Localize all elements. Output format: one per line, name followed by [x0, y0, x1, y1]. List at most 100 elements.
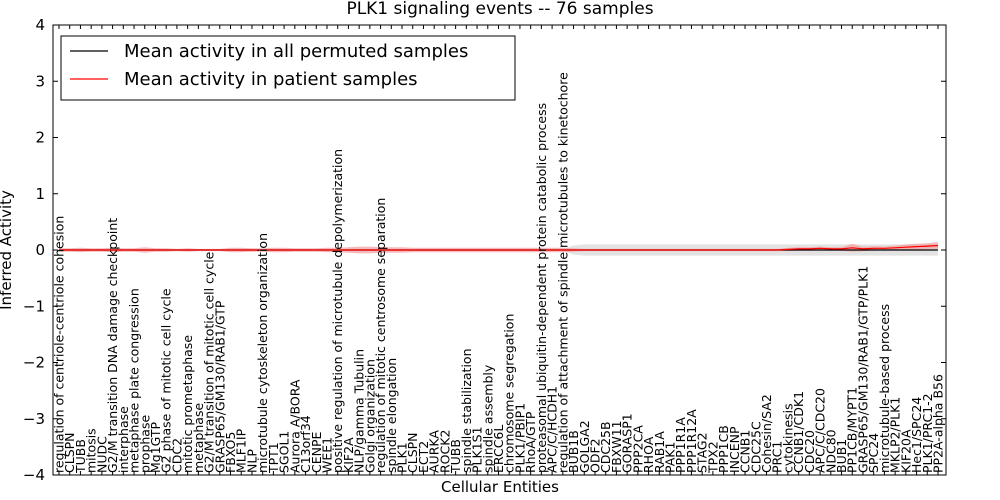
category-label: PP1CB/MYPT1	[845, 387, 860, 473]
y-tick-label: −3	[23, 410, 45, 428]
category-label: C13orf34	[298, 415, 313, 473]
category-label: TUBB	[448, 439, 463, 474]
category-label: GOLGA2	[577, 420, 592, 473]
category-label: Golgi organization	[362, 359, 377, 473]
category-label: NLP	[245, 449, 260, 473]
category-label: CDC2	[169, 438, 184, 473]
category-label: GRASP65/GM130/RAB1/GTP/PLK1	[856, 266, 871, 473]
category-label: CDC25B	[598, 421, 613, 473]
category-label: ODF2	[588, 438, 603, 473]
category-label: PAK1	[663, 442, 678, 473]
confidence-band-permuted	[59, 244, 938, 256]
category-label: APC/C/CDC20	[813, 388, 828, 473]
category-label: CLSPN	[62, 432, 77, 473]
category-label: KIF20A	[898, 429, 913, 473]
legend: Mean activity in all permuted samples Me…	[60, 35, 516, 101]
category-label: GORASP1	[620, 413, 635, 473]
category-label: PRC1	[770, 441, 785, 473]
category-label: SPC24	[866, 433, 881, 473]
category-label: BUB1B	[566, 430, 581, 473]
category-label: G2/M transition DNA damage checkpoint	[105, 218, 120, 473]
category-label: GRASP65/GM130/RAB1/GTP	[212, 300, 227, 473]
category-label: NLP/gamma Tubulin	[352, 349, 367, 473]
series-lines	[59, 244, 939, 251]
category-label: RhoA/GTP	[523, 411, 538, 473]
category-label: positive regulation of microtubule depol…	[330, 149, 345, 473]
category-label: KIF2A	[341, 437, 356, 473]
category-label: PLK1/PRC1-2	[920, 393, 935, 473]
category-label: PLK1	[395, 442, 410, 473]
category-label: ROCK2	[437, 430, 452, 473]
category-label: prophase	[137, 415, 152, 473]
category-label: spindle assembly	[480, 364, 495, 473]
y-tick-label: −4	[23, 466, 45, 484]
category-label: CCNB1	[738, 430, 753, 473]
category-label: WEE1	[320, 437, 335, 473]
y-axis-ticks: −4 −3 −2 −1 0 1 2 3 4	[23, 16, 946, 484]
category-label: FBXO5	[223, 432, 238, 473]
category-label: G2/M transition of mitotic cell cycle	[202, 251, 217, 473]
category-label: interphase	[116, 406, 131, 473]
y-tick-label: 3	[35, 72, 45, 90]
category-label: Mg1GTP	[148, 421, 163, 473]
category-label: proteasomal ubiquitin-dependent protein …	[534, 103, 549, 473]
category-label: NDC80	[823, 429, 838, 473]
y-tick-label: −1	[23, 297, 45, 315]
y-axis-label: Inferred Activity	[0, 190, 15, 310]
category-label: APC/C/HCDH1	[545, 386, 560, 473]
category-label: spindle elongation	[384, 358, 399, 473]
category-label: Cohesin/SA2	[759, 394, 774, 473]
category-label: TPX2	[705, 441, 720, 474]
category-label: mitotic prometaphase	[180, 335, 195, 473]
x-axis-ticks	[58, 25, 939, 475]
category-label: INCENP	[727, 426, 742, 473]
category-label: ERCC6L	[491, 425, 506, 473]
category-label: PLK1S1	[470, 426, 485, 473]
category-label: spindle stabilization	[459, 348, 474, 473]
category-label: PPP2CA	[630, 425, 645, 473]
legend-label-permuted: Mean activity in all permuted samples	[124, 41, 468, 62]
category-label: BUB1	[834, 439, 849, 473]
category-label: CLSPN	[405, 432, 420, 473]
category-label: TUBB	[73, 439, 88, 474]
category-label: microtubule cytoskeleton organization	[255, 233, 270, 473]
legend-label-patient: Mean activity in patient samples	[124, 69, 418, 90]
y-tick-label: 1	[35, 185, 45, 203]
category-label: CENPE	[309, 431, 324, 473]
category-label: FBXW11	[609, 420, 624, 473]
category-label: MKLP2/PLK1	[888, 397, 903, 473]
y-tick-label: 4	[35, 16, 45, 34]
category-label: PPP1CB	[716, 425, 731, 473]
y-tick-label: 2	[35, 129, 45, 147]
category-label: mitosis	[84, 428, 99, 473]
category-label: cytokinesis	[780, 403, 795, 473]
category-label: Hec1/SPC24	[909, 397, 924, 473]
category-label: metaphase	[191, 403, 206, 473]
y-tick-label: 0	[35, 241, 45, 259]
category-label: chromosome segregation	[502, 314, 517, 473]
category-label: regulation of centriole-centriole cohesi…	[52, 216, 67, 473]
chart-title: PLK1 signaling events -- 76 samples	[346, 0, 653, 19]
x-axis-label: Cellular Entities	[441, 478, 559, 496]
category-label: G2 phase of mitotic cell cycle	[159, 288, 174, 473]
category-label: MLF1IP	[234, 428, 249, 473]
category-label: SGOL1	[277, 431, 292, 473]
category-label: RHOA	[641, 436, 656, 473]
category-label: microtubule-based process	[877, 304, 892, 473]
series-line-patient	[59, 244, 939, 251]
category-label: CDC20	[802, 430, 817, 473]
category-label: PPP1R12A	[684, 409, 699, 473]
category-label: CCNB1/CDK1	[791, 391, 806, 473]
category-label: ECT2	[416, 441, 431, 473]
legend-box	[60, 35, 516, 101]
category-labels: regulation of centriole-centriole cohesi…	[52, 72, 946, 474]
y-tick-label: −2	[23, 354, 45, 372]
category-label: PP2A-alpha B56	[931, 374, 946, 473]
category-label: CDC25C	[748, 421, 763, 473]
category-label: NUDC	[94, 436, 109, 473]
category-label: TPT1	[266, 442, 281, 474]
category-label: PLK1/PBIP1	[512, 403, 527, 473]
category-label: Aurora A/BORA	[287, 379, 302, 473]
category-label: AURKA	[427, 430, 442, 473]
